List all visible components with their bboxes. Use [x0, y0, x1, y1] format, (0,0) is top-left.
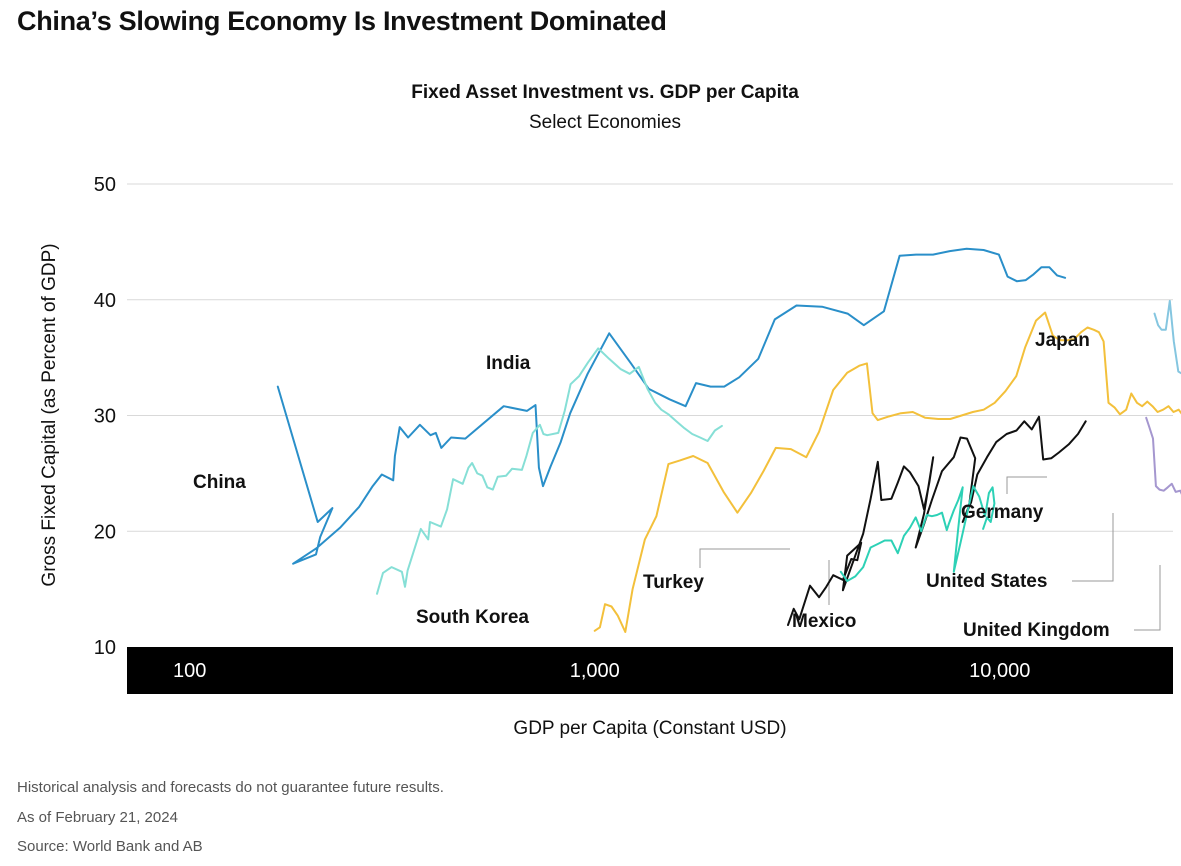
chart-title: Fixed Asset Investment vs. GDP per Capit… [411, 82, 799, 103]
y-axis-ticks: 10 20 30 40 50 [94, 174, 116, 659]
label-germany: Germany [961, 502, 1044, 523]
y-axis-title: Gross Fixed Capital (as Percent of GDP) [39, 243, 60, 586]
series-line-india [376, 347, 723, 595]
y-tick-label: 20 [94, 521, 116, 543]
chart-subtitle: Select Economies [528, 112, 682, 133]
label-leader-lines [699, 476, 1161, 631]
y-tick-label: 30 [94, 406, 116, 428]
as-of-date: As of February 21, 2024 [17, 809, 178, 826]
leader-line-united-states [1072, 513, 1114, 582]
x-tick-label: 1,000 [570, 660, 620, 682]
x-tick-label: 100 [173, 660, 206, 682]
y-tick-label: 50 [94, 174, 116, 196]
series-line-germany [1145, 416, 1181, 495]
disclaimer: Historical analysis and forecasts do not… [17, 779, 444, 796]
scatter-line-chart: 10 20 30 40 50 100 1,000 10,000 China India Sout… [39, 174, 1181, 739]
page-headline: China’s Slowing Economy Is Investment Do… [17, 6, 667, 36]
series-line-china [276, 247, 1067, 565]
leader-line-germany [1006, 476, 1047, 494]
series-line-south-korea [593, 311, 1181, 633]
leader-line-united-kingdom [1134, 565, 1161, 631]
y-tick-label: 40 [94, 290, 116, 312]
label-turkey: Turkey [643, 572, 704, 593]
label-united-states: United States [926, 571, 1047, 592]
series-lines [276, 247, 1181, 633]
x-axis-ticks: 100 1,000 10,000 [173, 660, 1030, 682]
gridlines [127, 183, 1173, 532]
x-axis-title: GDP per Capita (Constant USD) [513, 718, 786, 739]
label-japan: Japan [1035, 330, 1090, 351]
label-south-korea: South Korea [416, 607, 529, 628]
label-india: India [486, 353, 531, 374]
series-line-mexico [839, 485, 996, 582]
series-labels: China India South Korea Turkey Mexico Japan Ge… [193, 330, 1110, 641]
leader-line-turkey [699, 548, 790, 568]
label-china: China [193, 472, 246, 493]
x-axis-band [127, 647, 1173, 694]
series-line-turkey [787, 415, 1087, 626]
y-tick-label: 10 [94, 637, 116, 659]
label-mexico: Mexico [792, 611, 856, 632]
source-note: Source: World Bank and AB [17, 838, 203, 855]
label-united-kingdom: United Kingdom [963, 620, 1110, 641]
series-line-japan [1153, 299, 1181, 375]
x-tick-label: 10,000 [969, 660, 1030, 682]
